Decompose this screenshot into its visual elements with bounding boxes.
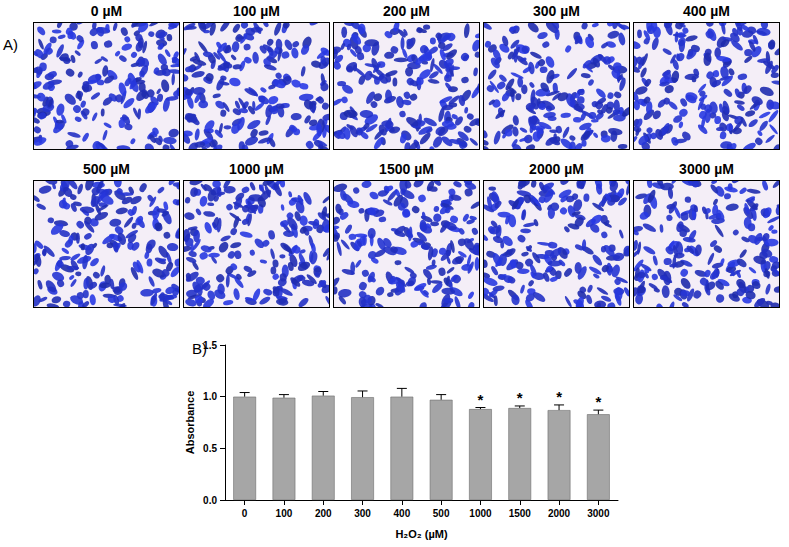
html-text:A): A) bbox=[3, 36, 18, 53]
svg-text:1000: 1000 bbox=[469, 508, 492, 519]
html-text:100 µM: 100 µM bbox=[233, 3, 280, 19]
svg-text:*: * bbox=[595, 393, 601, 410]
html-text:1500 µM: 1500 µM bbox=[379, 161, 434, 177]
svg-text:*: * bbox=[556, 388, 562, 405]
html-text:300 µM: 300 µM bbox=[533, 3, 580, 19]
svg-text:500: 500 bbox=[433, 508, 450, 519]
svg-text:*: * bbox=[478, 391, 484, 408]
svg-text:400: 400 bbox=[394, 508, 411, 519]
html-text:200 µM: 200 µM bbox=[383, 3, 430, 19]
html-text:B): B) bbox=[192, 340, 207, 357]
html-text:0 µM: 0 µM bbox=[90, 3, 123, 19]
svg-text:0.5: 0.5 bbox=[203, 443, 217, 454]
svg-text:*: * bbox=[517, 389, 523, 406]
html-text:400 µM: 400 µM bbox=[683, 3, 730, 19]
svg-text:100: 100 bbox=[276, 508, 293, 519]
svg-text:0: 0 bbox=[242, 508, 248, 519]
html-text:500 µM: 500 µM bbox=[83, 161, 130, 177]
svg-text:H₂O₂ (µM): H₂O₂ (µM) bbox=[395, 528, 447, 540]
svg-text:1500: 1500 bbox=[509, 508, 532, 519]
html-text:1000 µM: 1000 µM bbox=[229, 161, 284, 177]
html-text:3000 µM: 3000 µM bbox=[679, 161, 734, 177]
svg-text:1.5: 1.5 bbox=[203, 340, 217, 351]
svg-text:200: 200 bbox=[315, 508, 332, 519]
svg-text:Absorbance: Absorbance bbox=[184, 391, 196, 455]
svg-text:3000: 3000 bbox=[587, 508, 610, 519]
svg-text:1.0: 1.0 bbox=[203, 391, 217, 402]
svg-text:300: 300 bbox=[354, 508, 371, 519]
html-text:2000 µM: 2000 µM bbox=[529, 161, 584, 177]
svg-text:0.0: 0.0 bbox=[203, 495, 217, 506]
svg-text:2000: 2000 bbox=[548, 508, 571, 519]
